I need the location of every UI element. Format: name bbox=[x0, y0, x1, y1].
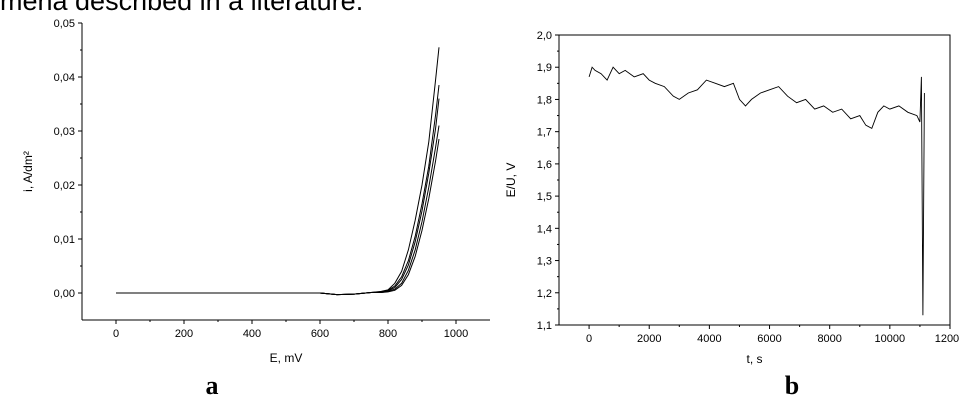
y-tick-label: 0,02 bbox=[54, 180, 75, 192]
panel-label-a: a bbox=[206, 371, 219, 399]
series-line-2 bbox=[116, 85, 440, 296]
chart-b-voltage-vs-time: 0 2000 4000 6000 8000 10000 12000 1,1 1,2 1,3 1,4 1… bbox=[504, 30, 959, 366]
series-line-4 bbox=[116, 125, 440, 296]
y-tick-label: 1,3 bbox=[537, 256, 552, 268]
y-tick-label: 1,7 bbox=[537, 127, 552, 139]
plot-frame bbox=[558, 34, 951, 326]
y-axis-title: i, A/dm² bbox=[21, 151, 35, 192]
y-tick-label: 1,6 bbox=[537, 159, 552, 171]
x-tick-label: 12000 bbox=[935, 333, 959, 345]
series-line-1 bbox=[588, 66, 925, 316]
y-tick-label: 2,0 bbox=[537, 30, 552, 42]
x-tick-label: 200 bbox=[175, 328, 193, 340]
x-axis-title: t, s bbox=[746, 352, 762, 366]
x-tick-label: 4000 bbox=[697, 333, 721, 345]
y-tick-label: 1,4 bbox=[537, 223, 552, 235]
x-tick-label: 8000 bbox=[817, 333, 841, 345]
y-tick-label: 1,8 bbox=[537, 94, 552, 106]
header-text: mena described in a literature. bbox=[0, 0, 364, 16]
y-axis-title: E/U, V bbox=[504, 163, 518, 198]
y-tick-label: 0,01 bbox=[54, 234, 75, 246]
series-line-5 bbox=[116, 139, 440, 296]
y-tick-label: 1,1 bbox=[537, 320, 552, 332]
panel-label-b: b bbox=[785, 371, 799, 399]
x-tick-label: 2000 bbox=[637, 333, 661, 345]
x-tick-label: 600 bbox=[311, 328, 329, 340]
x-axis-title: E, mV bbox=[270, 351, 303, 365]
y-tick-label: 1,5 bbox=[537, 191, 552, 203]
y-tick-label: 1,2 bbox=[537, 288, 552, 300]
y-tick-label: 0,03 bbox=[54, 126, 75, 138]
y-tick-label: 0,00 bbox=[54, 288, 75, 300]
x-tick-label: 6000 bbox=[757, 333, 781, 345]
chart-a-current-vs-potential: 0 200 400 600 800 1000 0,00 0,01 0,02 0,03 0,04 0,0… bbox=[21, 18, 490, 365]
series-line-1 bbox=[116, 47, 440, 296]
series-line-3 bbox=[116, 98, 440, 296]
x-tick-label: 0 bbox=[586, 333, 592, 345]
y-tick-label: 0,05 bbox=[54, 18, 75, 30]
x-tick-label: 800 bbox=[379, 328, 397, 340]
y-tick-label: 1,9 bbox=[537, 62, 552, 74]
x-tick-label: 10000 bbox=[875, 333, 906, 345]
x-tick-label: 0 bbox=[113, 328, 119, 340]
x-tick-label: 1000 bbox=[444, 328, 468, 340]
y-tick-label: 0,04 bbox=[54, 72, 75, 84]
x-tick-label: 400 bbox=[243, 328, 261, 340]
